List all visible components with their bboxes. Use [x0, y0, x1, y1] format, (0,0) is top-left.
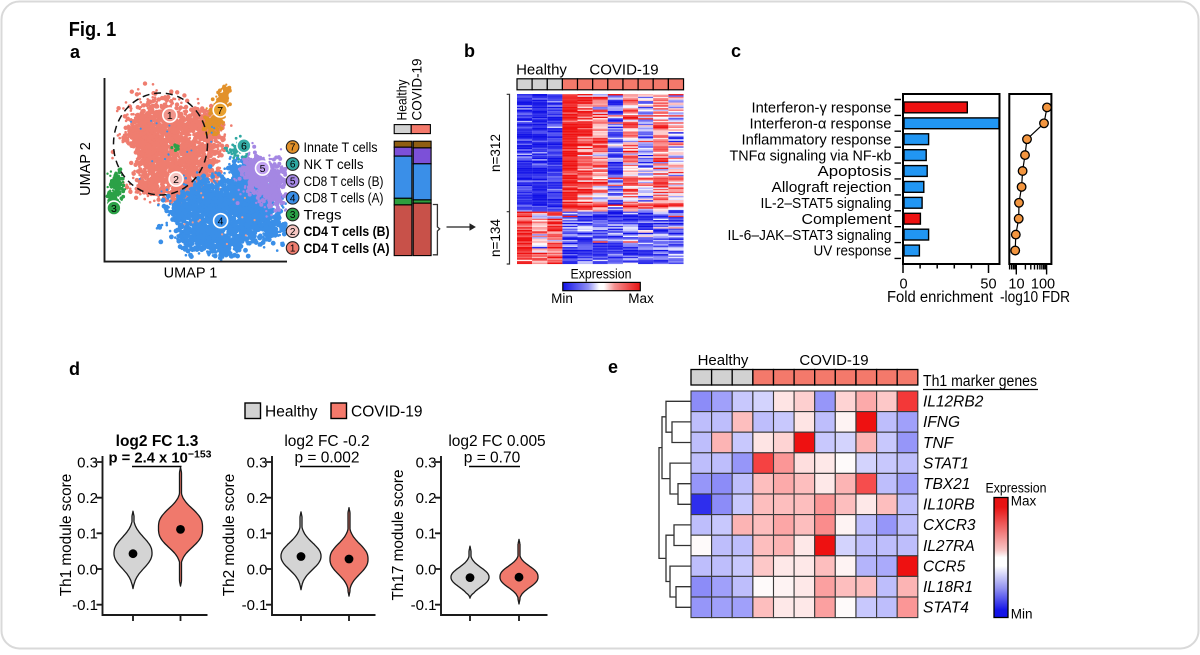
svg-text:p = 2.4 x 10−153: p = 2.4 x 10−153 — [108, 449, 211, 467]
svg-text:UV response: UV response — [814, 243, 892, 260]
svg-text:3: 3 — [111, 203, 117, 215]
svg-text:-0.1: -0.1 — [242, 597, 268, 614]
svg-text:Max: Max — [1011, 494, 1037, 509]
svg-text:Th17 module score: Th17 module score — [390, 470, 407, 601]
svg-text:0.0: 0.0 — [77, 561, 98, 578]
svg-text:Expression: Expression — [986, 481, 1047, 496]
svg-text:-0.1: -0.1 — [72, 597, 98, 614]
svg-text:0.0: 0.0 — [416, 561, 437, 578]
svg-text:IFNG: IFNG — [923, 414, 960, 431]
svg-text:Fig. 1: Fig. 1 — [69, 19, 117, 41]
svg-text:Complement: Complement — [802, 211, 893, 228]
svg-text:Min: Min — [1011, 607, 1033, 622]
svg-text:7: 7 — [217, 105, 223, 117]
svg-text:Tregs: Tregs — [304, 207, 342, 222]
svg-text:1: 1 — [290, 244, 296, 255]
svg-text:Interferon-α response: Interferon-α response — [750, 116, 892, 133]
svg-text:0.1: 0.1 — [247, 526, 268, 543]
svg-text:log2 FC 0.005: log2 FC 0.005 — [448, 433, 545, 450]
svg-text:IL12RB2: IL12RB2 — [923, 394, 984, 411]
svg-text:50: 50 — [980, 277, 996, 293]
svg-text:0.3: 0.3 — [247, 454, 268, 471]
svg-text:0.1: 0.1 — [77, 526, 98, 543]
svg-text:4: 4 — [290, 193, 296, 204]
svg-text:Healthy: Healthy — [698, 352, 749, 369]
svg-text:2: 2 — [173, 174, 179, 186]
svg-text:4: 4 — [218, 216, 224, 228]
svg-text:Th2 module score: Th2 module score — [221, 474, 238, 596]
svg-text:3: 3 — [290, 210, 296, 221]
svg-text:Expression: Expression — [571, 266, 632, 281]
svg-text:TNFα signaling via NF-κb: TNFα signaling via NF-κb — [730, 147, 892, 164]
svg-text:Max: Max — [628, 291, 654, 306]
svg-text:CCR5: CCR5 — [923, 558, 966, 575]
svg-text:Fold enrichment: Fold enrichment — [887, 289, 994, 306]
svg-text:d: d — [69, 359, 80, 379]
svg-text:COVID-19: COVID-19 — [351, 404, 423, 421]
svg-text:CD4 T cells (B): CD4 T cells (B) — [304, 224, 390, 239]
svg-text:COVID-19: COVID-19 — [410, 59, 425, 121]
svg-text:e: e — [608, 357, 618, 377]
svg-text:STAT1: STAT1 — [923, 455, 969, 472]
svg-text:log2 FC 1.3: log2 FC 1.3 — [116, 433, 199, 450]
svg-text:10: 10 — [1008, 277, 1024, 293]
svg-text:Interferon-γ response: Interferon-γ response — [752, 100, 892, 117]
svg-text:TBX21: TBX21 — [923, 476, 970, 493]
svg-text:Th1 marker genes: Th1 marker genes — [923, 373, 1037, 390]
svg-text:0.3: 0.3 — [416, 454, 437, 471]
svg-text:Healthy: Healthy — [395, 79, 410, 120]
svg-text:n=312: n=312 — [488, 134, 503, 172]
svg-text:IL10RB: IL10RB — [923, 497, 975, 514]
svg-text:log2 FC -0.2: log2 FC -0.2 — [284, 433, 369, 450]
svg-text:1: 1 — [167, 110, 173, 122]
svg-text:6: 6 — [241, 141, 247, 153]
svg-text:Inflammatory response: Inflammatory response — [742, 131, 892, 148]
svg-text:IL27RA: IL27RA — [923, 538, 975, 555]
svg-text:CXCR3: CXCR3 — [923, 517, 976, 534]
svg-text:0.2: 0.2 — [416, 490, 437, 507]
svg-text:5: 5 — [260, 163, 266, 175]
svg-text:0.2: 0.2 — [247, 490, 268, 507]
svg-text:NK T cells: NK T cells — [304, 157, 364, 172]
svg-text:Healthy: Healthy — [516, 62, 567, 79]
svg-text:5: 5 — [290, 177, 296, 188]
svg-text:a: a — [70, 42, 81, 62]
svg-text:CD8 T cells (B): CD8 T cells (B) — [304, 174, 384, 189]
svg-text:COVID-19: COVID-19 — [589, 62, 658, 79]
svg-text:0.3: 0.3 — [77, 454, 98, 471]
svg-text:Min: Min — [551, 291, 573, 306]
svg-text:TNF: TNF — [923, 435, 955, 452]
svg-text:c: c — [731, 41, 741, 61]
svg-text:UMAP 2: UMAP 2 — [78, 142, 94, 196]
svg-text:6: 6 — [290, 160, 296, 171]
svg-text:CD4 T cells (A): CD4 T cells (A) — [304, 241, 390, 256]
svg-text:p = 0.70: p = 0.70 — [464, 450, 521, 467]
svg-text:CD8 T cells (A): CD8 T cells (A) — [304, 191, 384, 206]
svg-text:b: b — [464, 41, 475, 61]
svg-text:100: 100 — [1031, 277, 1055, 293]
svg-text:Innate T cells: Innate T cells — [304, 140, 378, 155]
svg-text:n=134: n=134 — [488, 219, 503, 257]
svg-text:-0.1: -0.1 — [411, 597, 437, 614]
svg-text:Allograft rejection: Allograft rejection — [772, 179, 892, 196]
svg-text:0: 0 — [899, 277, 907, 293]
svg-text:Apoptosis: Apoptosis — [818, 163, 892, 180]
svg-text:p = 0.002: p = 0.002 — [294, 450, 359, 467]
svg-text:Th1 module score: Th1 module score — [58, 474, 75, 596]
svg-text:0.1: 0.1 — [416, 526, 437, 543]
svg-text:2: 2 — [290, 227, 296, 238]
svg-text:UMAP 1: UMAP 1 — [164, 266, 218, 282]
svg-text:STAT4: STAT4 — [923, 600, 969, 617]
svg-text:IL-6–JAK–STAT3 signaling: IL-6–JAK–STAT3 signaling — [728, 227, 892, 244]
svg-text:7: 7 — [290, 143, 296, 154]
svg-text:-log10 FDR: -log10 FDR — [1000, 289, 1070, 306]
svg-text:IL18R1: IL18R1 — [923, 579, 973, 596]
svg-text:COVID-19: COVID-19 — [799, 352, 868, 369]
svg-text:IL-2–STAT5 signaling: IL-2–STAT5 signaling — [761, 195, 892, 212]
svg-text:Healthy: Healthy — [265, 404, 318, 421]
svg-text:0.0: 0.0 — [247, 561, 268, 578]
svg-text:0.2: 0.2 — [77, 490, 98, 507]
